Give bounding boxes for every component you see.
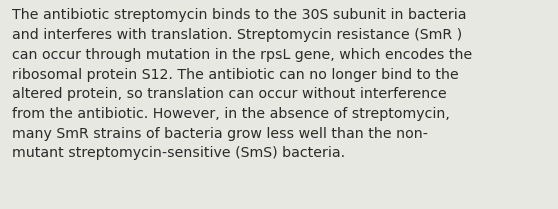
Text: The antibiotic streptomycin binds to the 30S subunit in bacteria
and interferes : The antibiotic streptomycin binds to the…	[12, 8, 473, 160]
